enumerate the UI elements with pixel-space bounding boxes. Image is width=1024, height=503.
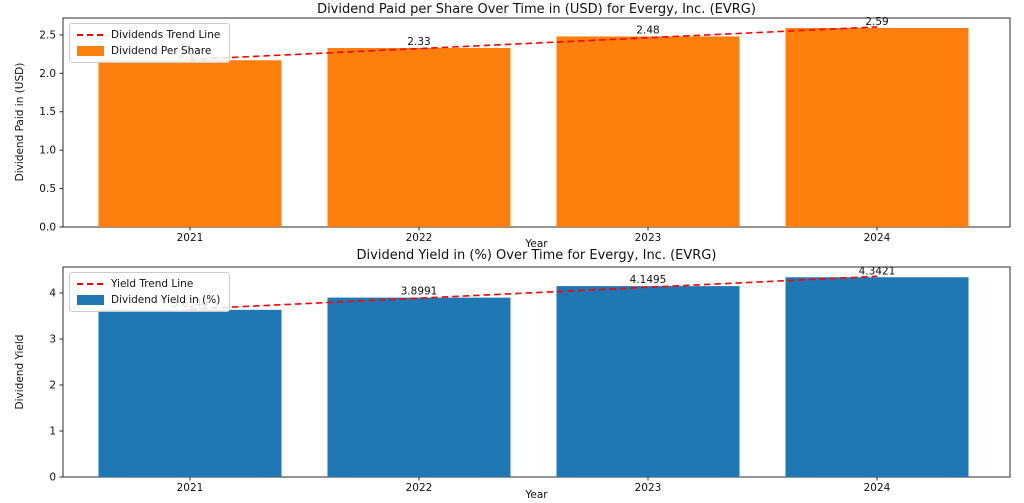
bar-2023 [556, 286, 740, 477]
dividend-yield-chart-title: Dividend Yield in (%) Over Time for Ever… [356, 248, 717, 263]
legend-item-dividend-yield: Dividend Yield in (%) [77, 293, 220, 307]
legend-label: Dividend Yield in (%) [111, 294, 221, 306]
y-tick-label: 2.5 [39, 29, 56, 41]
y-tick-label: 1.5 [39, 106, 56, 118]
trend-line [189, 26, 878, 61]
dividend-paid-legend: Dividends Trend Line Dividend Per Share [69, 23, 231, 63]
y-tick-label: 4 [49, 287, 56, 299]
y-tick-label: 2 [49, 379, 56, 391]
bar-value-label: 2.59 [865, 16, 888, 28]
bar-2022 [327, 47, 511, 227]
axes-frame [62, 266, 1011, 478]
y-tick-label: 1.0 [39, 145, 56, 157]
legend-item-dividend-per-share: Dividend Per Share [77, 44, 220, 58]
legend-item-yield-trend-line: Yield Trend Line [77, 277, 220, 291]
bar-value-label: 2.48 [636, 24, 659, 36]
dashed-line-swatch-icon [77, 283, 104, 285]
dividend-yield-x-axis-label: Year [525, 489, 548, 501]
legend-label: Dividends Trend Line [111, 29, 221, 41]
y-tick-label: 0.0 [39, 222, 56, 234]
trend-line [189, 275, 878, 310]
dividend-paid-x-axis-label: Year [525, 238, 548, 250]
legend-label: Dividend Per Share [111, 45, 212, 57]
bar-2021 [98, 60, 282, 227]
x-tick-label: 2024 [864, 482, 891, 494]
dividend-yield-y-axis-label: Dividend Yield [14, 334, 26, 410]
y-tick-label: 3 [49, 333, 56, 345]
axes-frame [62, 17, 1011, 228]
dividend-paid-chart-title: Dividend Paid per Share Over Time in (US… [317, 2, 756, 17]
bar-2024 [785, 277, 969, 477]
bar-value-label: 4.3421 [859, 265, 896, 277]
bar-2022 [327, 297, 511, 477]
bar-value-label: 3.8991 [401, 286, 438, 298]
dividend-yield-legend: Yield Trend Line Dividend Yield in (%) [69, 272, 231, 312]
y-tick-label: 0.5 [39, 183, 56, 195]
y-tick-label: 0 [49, 472, 56, 484]
bar-value-label: 2.33 [407, 36, 430, 48]
bar-2024 [785, 27, 969, 228]
dashed-line-swatch-icon [77, 34, 104, 36]
bar-2023 [556, 36, 740, 227]
legend-label: Yield Trend Line [111, 278, 194, 290]
y-tick-label: 2.0 [39, 68, 56, 80]
bar-color-swatch-icon [77, 46, 104, 56]
x-tick-label: 2023 [635, 482, 662, 494]
x-tick-label: 2022 [406, 232, 433, 244]
dividend-paid-y-axis-label: Dividend Paid in (USD) [14, 62, 26, 182]
bar-color-swatch-icon [77, 295, 104, 305]
x-tick-label: 2021 [177, 482, 204, 494]
x-tick-label: 2021 [177, 232, 204, 244]
bar-value-label: 4.1495 [630, 274, 667, 286]
y-tick-label: 1 [49, 425, 56, 437]
legend-item-dividends-trend-line: Dividends Trend Line [77, 28, 220, 42]
x-tick-label: 2023 [635, 232, 662, 244]
bar-2021 [98, 309, 282, 477]
x-tick-label: 2022 [406, 482, 433, 494]
x-tick-label: 2024 [864, 232, 891, 244]
